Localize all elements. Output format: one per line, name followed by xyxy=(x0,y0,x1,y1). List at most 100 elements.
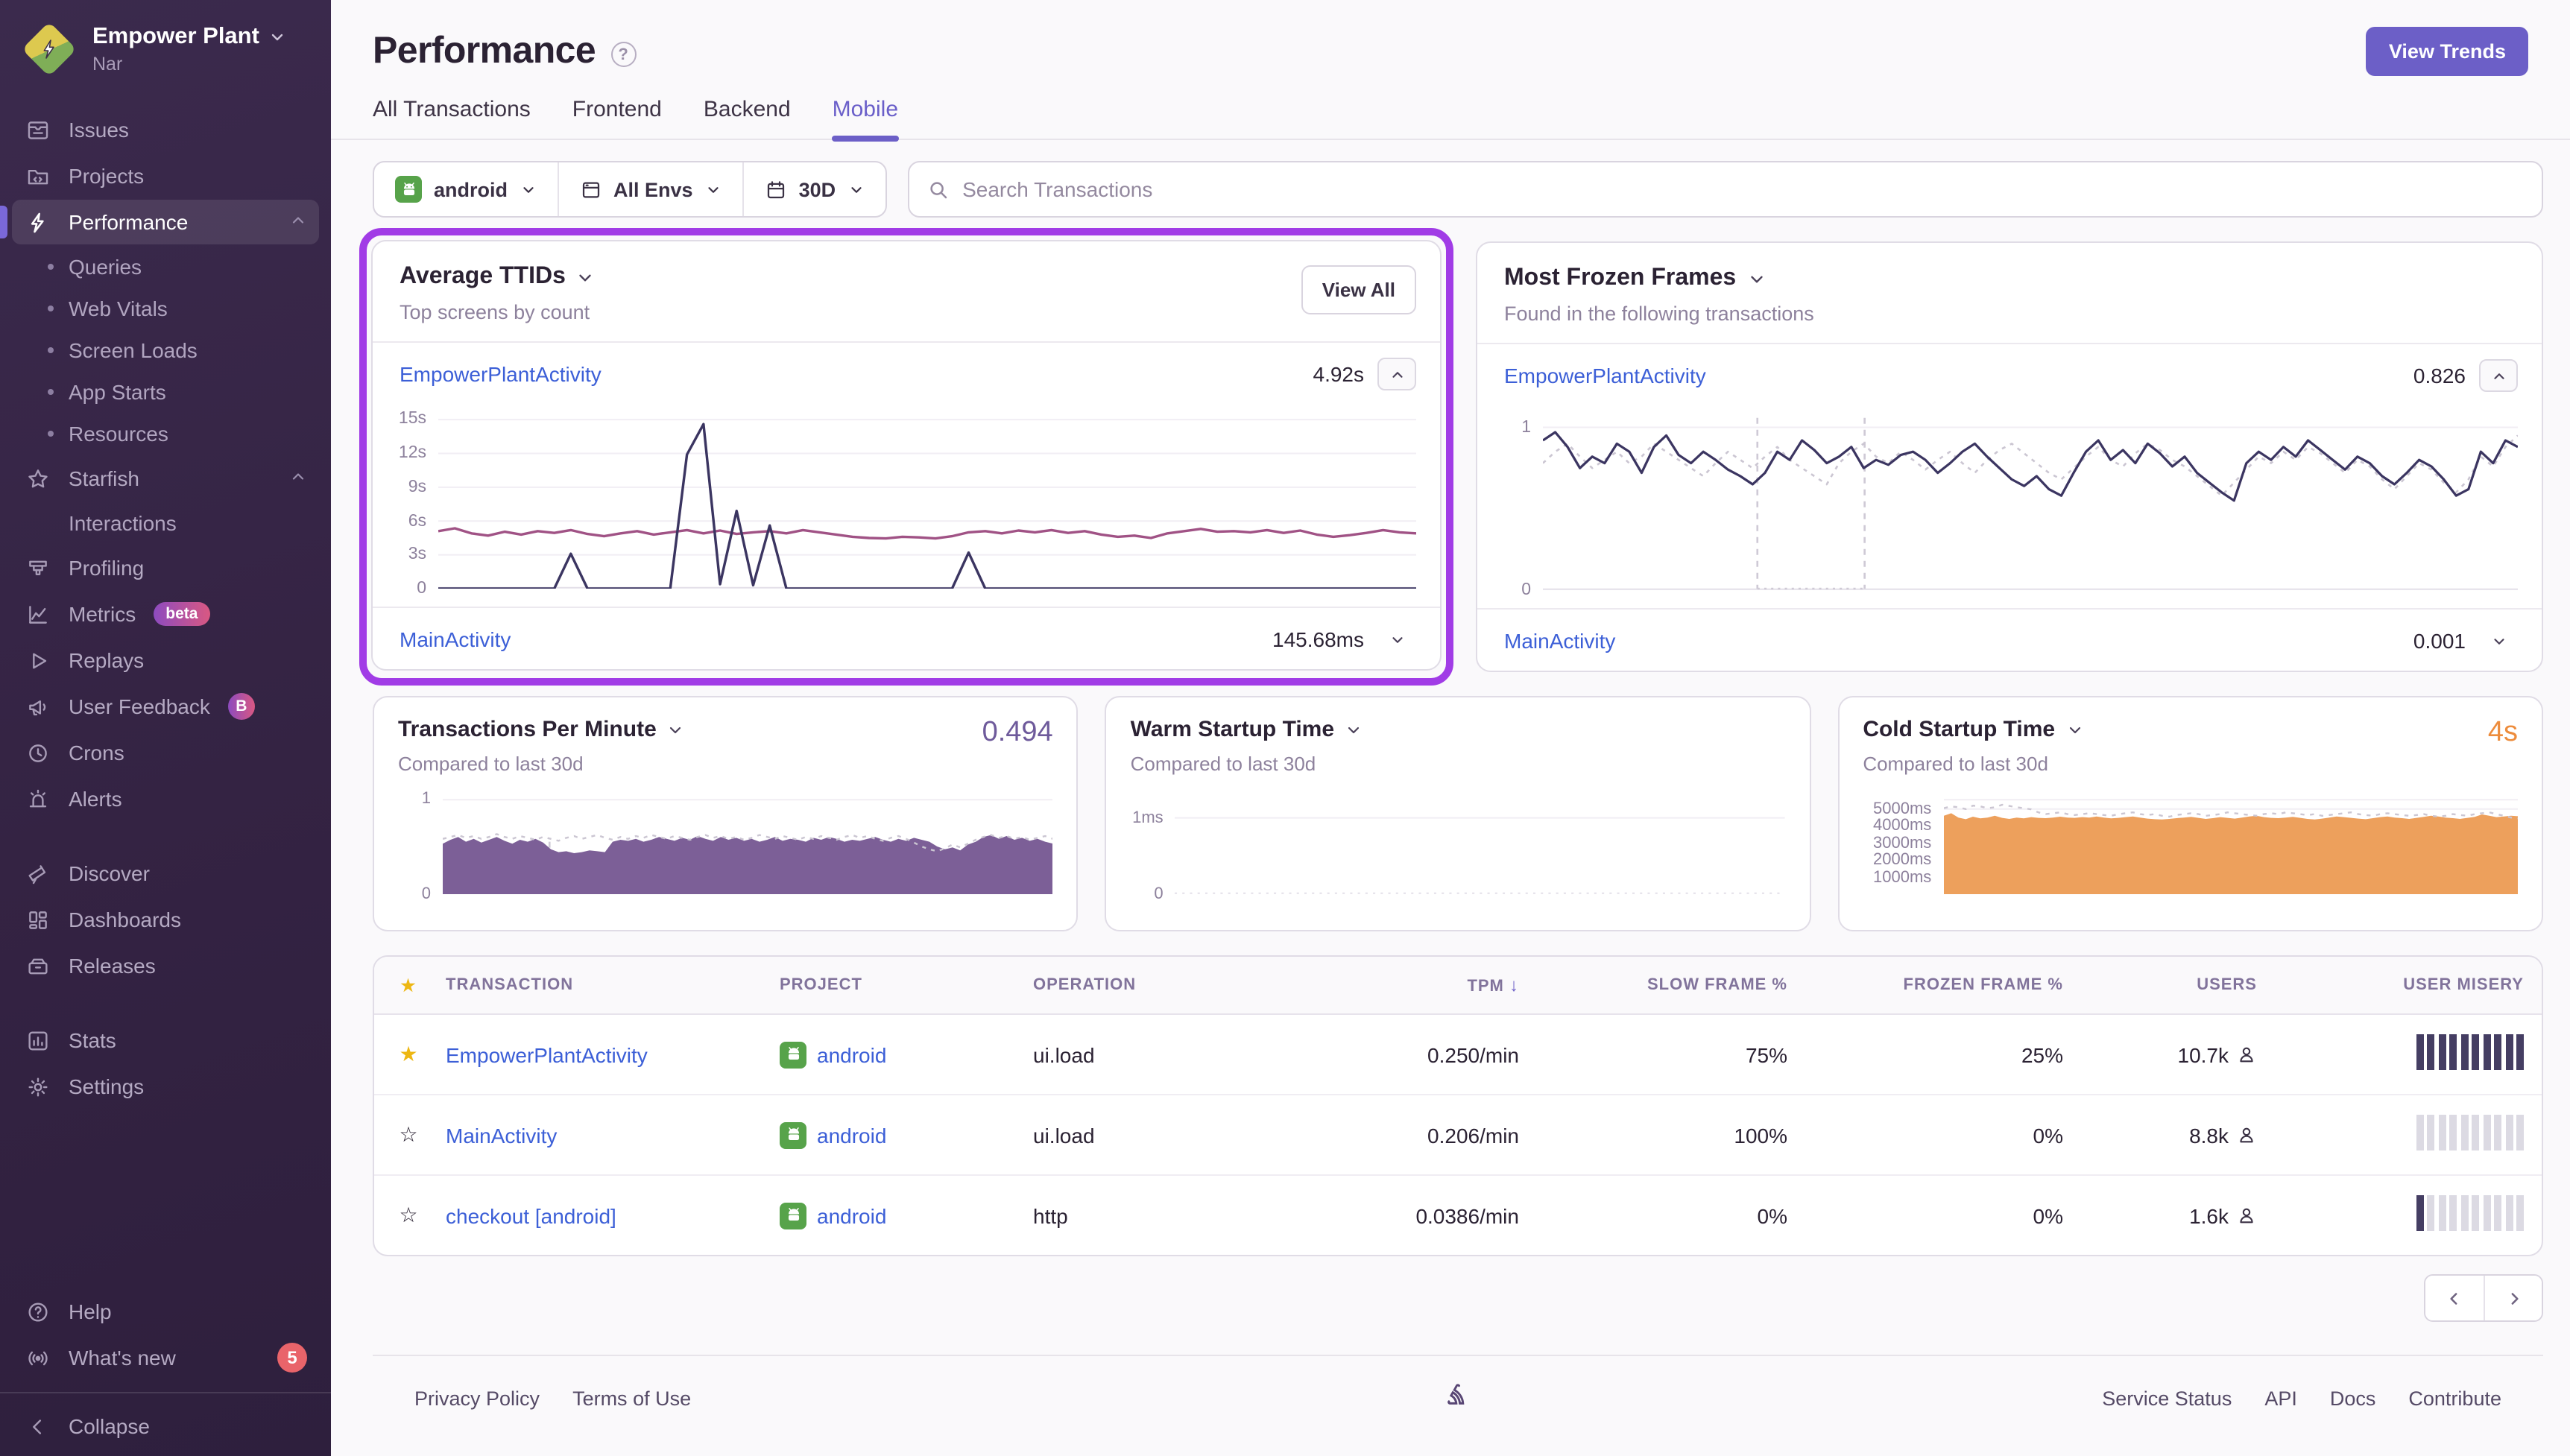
environment-filter[interactable]: All Envs xyxy=(557,162,742,216)
transaction-link[interactable]: MainActivity xyxy=(446,1123,557,1147)
collapse-row-button[interactable] xyxy=(1377,358,1416,390)
sidebar-item-dashboards[interactable]: Dashboards xyxy=(12,897,319,942)
tab-frontend[interactable]: Frontend xyxy=(572,97,662,139)
star-toggle[interactable]: ☆ xyxy=(374,1203,428,1228)
project-link[interactable]: android xyxy=(817,1042,886,1066)
sidebar-item-resources[interactable]: Resources xyxy=(12,413,319,455)
footer-link-api[interactable]: API xyxy=(2264,1387,2297,1410)
android-project-icon xyxy=(395,176,422,203)
project-link[interactable]: android xyxy=(817,1203,886,1227)
sidebar-item-web-vitals[interactable]: Web Vitals xyxy=(12,288,319,329)
column-header-operation[interactable]: OPERATION xyxy=(1015,958,1284,1012)
sidebar-item-starfish[interactable]: Starfish xyxy=(12,456,319,501)
warm-startup-title-dropdown[interactable]: Warm Startup Time xyxy=(1131,717,1786,742)
search-input[interactable] xyxy=(962,177,2524,201)
most-frozen-frames-title-dropdown[interactable]: Most Frozen Frames xyxy=(1504,265,2515,292)
cold-startup-title-dropdown[interactable]: Cold Startup Time xyxy=(1863,717,2518,742)
transaction-link[interactable]: EmpowerPlantActivity xyxy=(1504,364,1706,387)
sidebar-item-discover[interactable]: Discover xyxy=(12,851,319,896)
y-tick-label: 9s xyxy=(408,478,426,496)
column-header-transaction[interactable]: TRANSACTION xyxy=(428,958,762,1012)
sidebar-item-stats[interactable]: Stats xyxy=(12,1018,319,1063)
column-header-users[interactable]: USERS xyxy=(2081,958,2275,1012)
tpm-title-dropdown[interactable]: Transactions Per Minute xyxy=(398,717,1053,742)
footer-link-docs[interactable]: Docs xyxy=(2330,1387,2376,1410)
y-axis-labels: 1ms0 xyxy=(1131,799,1175,894)
page-help-icon[interactable]: ? xyxy=(610,42,636,67)
transaction-link[interactable]: EmpowerPlantActivity xyxy=(446,1042,648,1066)
column-header-project[interactable]: PROJECT xyxy=(762,958,1015,1012)
sidebar-item-collapse[interactable]: Collapse xyxy=(12,1404,319,1449)
user-misery-bars xyxy=(2416,1115,2524,1150)
cold-startup-value: 4s xyxy=(2488,717,2518,750)
average-ttids-title-dropdown[interactable]: Average TTIDs xyxy=(400,264,1413,291)
project-filter[interactable]: android xyxy=(374,162,557,216)
expand-row-button[interactable] xyxy=(2479,624,2518,657)
column-header-frozen-frame-[interactable]: FROZEN FRAME % xyxy=(1805,958,2081,1012)
sidebar-item-queries[interactable]: Queries xyxy=(12,246,319,288)
y-tick-label: 15s xyxy=(399,411,426,428)
performance-icon xyxy=(24,209,51,235)
project-link[interactable]: android xyxy=(817,1123,886,1147)
next-page-button[interactable] xyxy=(2484,1276,2542,1320)
tab-all-transactions[interactable]: All Transactions xyxy=(373,97,531,139)
sidebar-item-settings[interactable]: Settings xyxy=(12,1064,319,1109)
sidebar-item-screen-loads[interactable]: Screen Loads xyxy=(12,329,319,371)
bolt-logo-icon xyxy=(37,37,61,61)
sidebar-item-app-starts[interactable]: App Starts xyxy=(12,371,319,413)
alerts-icon xyxy=(24,785,51,812)
metrics-icon xyxy=(24,601,51,627)
star-toggle[interactable]: ★ xyxy=(374,1042,428,1067)
star-toggle[interactable]: ☆ xyxy=(374,1122,428,1148)
y-axis-labels: 5000ms4000ms3000ms2000ms1000ms xyxy=(1863,799,1943,894)
transaction-link[interactable]: MainActivity xyxy=(1504,629,1615,653)
most-frozen-frames-subtitle: Found in the following transactions xyxy=(1504,303,2515,325)
y-tick-label: 0 xyxy=(417,580,426,598)
sidebar-item-interactions[interactable]: Interactions xyxy=(12,502,319,544)
tab-bar: All Transactions Frontend Backend Mobile xyxy=(331,73,2570,140)
column-header-tpm[interactable]: TPM ↓ xyxy=(1284,957,1537,1013)
transaction-link[interactable]: MainActivity xyxy=(400,627,511,651)
sidebar-item-user-feedback[interactable]: User FeedbackB xyxy=(12,684,319,729)
star-icon xyxy=(24,465,51,492)
transaction-link[interactable]: EmpowerPlantActivity xyxy=(400,362,602,386)
org-avatar xyxy=(24,24,75,75)
sidebar-item-help[interactable]: Help xyxy=(12,1289,319,1334)
sidebar-item-issues[interactable]: Issues xyxy=(12,107,319,152)
collapse-row-button[interactable] xyxy=(2479,359,2518,392)
chevron-up-icon xyxy=(289,466,307,490)
footer-link-contribute[interactable]: Contribute xyxy=(2408,1387,2501,1410)
expand-row-button[interactable] xyxy=(1377,623,1416,656)
sidebar-item-metrics[interactable]: Metricsbeta xyxy=(12,592,319,636)
sidebar-item-crons[interactable]: Crons xyxy=(12,730,319,775)
sidebar-item-replays[interactable]: Replays xyxy=(12,638,319,683)
tpm-cell: 0.0386/min xyxy=(1284,1184,1537,1247)
transaction-link[interactable]: checkout [android] xyxy=(446,1203,616,1227)
previous-page-button[interactable] xyxy=(2425,1276,2484,1320)
sidebar-item-projects[interactable]: Projects xyxy=(12,153,319,198)
view-all-button[interactable]: View All xyxy=(1301,265,1416,314)
sidebar-item-profiling[interactable]: Profiling xyxy=(12,545,319,590)
date-range-filter[interactable]: 30D xyxy=(742,162,885,216)
tab-backend[interactable]: Backend xyxy=(704,97,791,139)
column-header-slow-frame-[interactable]: SLOW FRAME % xyxy=(1537,958,1805,1012)
sidebar-item-performance[interactable]: Performance xyxy=(12,200,319,244)
warm-startup-subtitle: Compared to last 30d xyxy=(1131,753,1786,775)
footer-link-service-status[interactable]: Service Status xyxy=(2102,1387,2232,1410)
sidebar-nav-tertiary: Stats Settings xyxy=(0,1018,331,1109)
issues-icon xyxy=(24,116,51,143)
org-switcher[interactable]: Empower Plant Nar xyxy=(0,0,331,92)
slow-frame-cell: 0% xyxy=(1537,1184,1805,1247)
crons-icon xyxy=(24,739,51,766)
tab-mobile[interactable]: Mobile xyxy=(833,97,898,139)
sidebar-item-releases[interactable]: Releases xyxy=(12,943,319,988)
chevron-down-icon xyxy=(1345,721,1363,738)
footer-link-privacy-policy[interactable]: Privacy Policy xyxy=(414,1387,540,1410)
column-header-user-misery[interactable]: USER MISERY xyxy=(2275,958,2542,1012)
view-trends-button[interactable]: View Trends xyxy=(2367,27,2528,76)
footer-link-terms-of-use[interactable]: Terms of Use xyxy=(572,1387,691,1410)
sidebar-item-alerts[interactable]: Alerts xyxy=(12,776,319,821)
app-root: Empower Plant Nar IssuesProjectsPerforma… xyxy=(0,0,2570,1456)
sidebar-item-what-s-new[interactable]: What's new5 xyxy=(12,1335,319,1380)
sidebar-item-label: Settings xyxy=(69,1074,144,1098)
